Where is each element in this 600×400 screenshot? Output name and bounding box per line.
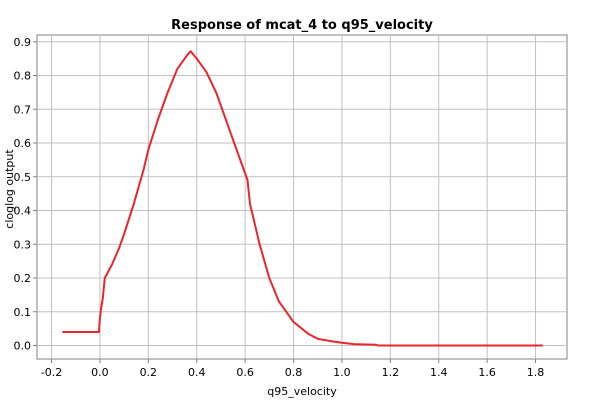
y-axis-tick-labels: 0.0 0.1 0.2 0.3 0.4 0.5 0.6 0.7 0.8 0.9 [14, 36, 32, 353]
x-axis-label: q95_velocity [267, 385, 337, 398]
axis-ticks [33, 41, 537, 363]
x-tick-label: 1.0 [333, 366, 351, 379]
y-tick-label: 0.2 [14, 272, 32, 285]
y-tick-label: 0.9 [14, 36, 32, 49]
x-tick-label: 0.6 [236, 366, 254, 379]
x-tick-label: 1.2 [382, 366, 400, 379]
x-tick-label: 0.0 [91, 366, 109, 379]
x-tick-label: 0.8 [285, 366, 303, 379]
x-tick-label: 1.8 [527, 366, 545, 379]
chart-title: Response of mcat_4 to q95_velocity [171, 18, 433, 33]
x-tick-label: -0.2 [41, 366, 62, 379]
y-tick-label: 0.7 [14, 103, 32, 116]
y-tick-label: 0.4 [14, 205, 32, 218]
x-tick-label: 0.2 [140, 366, 158, 379]
grid-lines [37, 35, 567, 359]
y-tick-label: 0.0 [14, 340, 32, 353]
x-axis-tick-labels: -0.2 0.0 0.2 0.4 0.6 0.8 1.0 1.2 1.4 1.6 1.8 [41, 366, 545, 379]
x-tick-label: 1.4 [430, 366, 448, 379]
series-line-response [62, 50, 543, 347]
y-tick-label: 0.3 [14, 238, 32, 251]
series-layer [62, 50, 543, 347]
y-tick-label: 0.5 [14, 171, 32, 184]
y-tick-label: 0.8 [14, 70, 32, 83]
plot-area [36, 34, 568, 360]
y-tick-label: 0.1 [14, 306, 32, 319]
x-tick-label: 0.4 [188, 366, 206, 379]
y-tick-label: 0.6 [14, 137, 32, 150]
y-axis-label: cloglog output [3, 149, 16, 229]
x-tick-label: 1.6 [478, 366, 496, 379]
